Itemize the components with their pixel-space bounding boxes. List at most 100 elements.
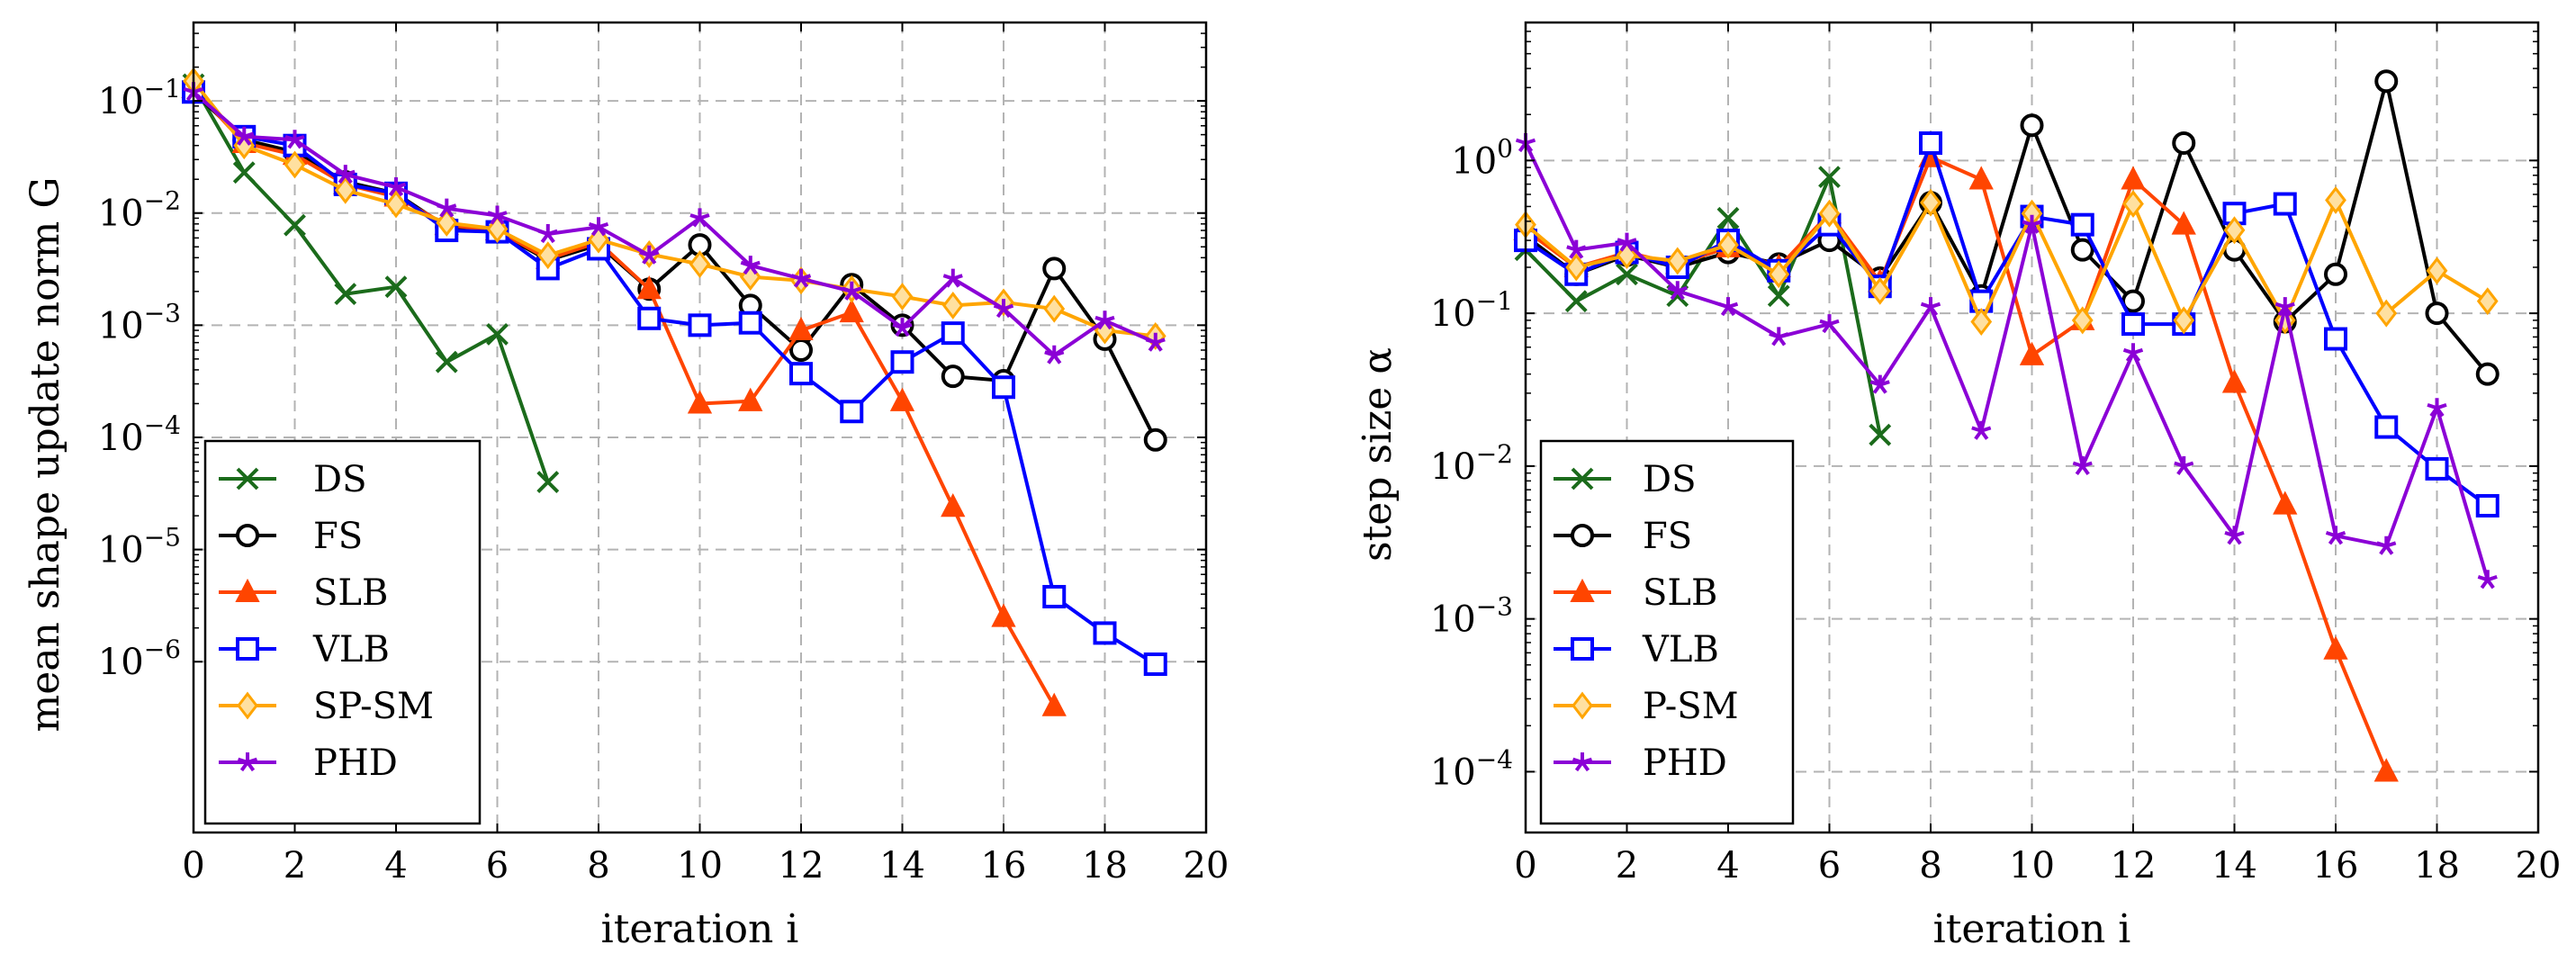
chart1-xtick-label: 6 [486, 845, 509, 886]
chart1-ytick-label: 10−6 [98, 634, 181, 683]
chart1-xtick-label: 8 [587, 845, 609, 886]
chart1-legend-marker-fs [236, 524, 259, 547]
chart2-point-p-sm [1565, 253, 1588, 282]
chart1-point-ds [232, 161, 256, 184]
chart2-point-phd [2174, 455, 2194, 475]
chart2-xtick-label: 18 [2414, 845, 2460, 886]
chart2-point-vlb [1919, 130, 1942, 155]
chart1-point-ds [384, 275, 408, 299]
chart2-legend-label-vlb: VLB [1642, 629, 1719, 670]
chart1-legend-marker-slb [235, 578, 260, 602]
chart1-point-slb [941, 493, 966, 518]
chart1-xtick-label: 10 [677, 845, 723, 886]
chart2-point-phd [1869, 374, 1890, 394]
chart2-point-p-sm [2325, 185, 2346, 214]
chart2-point-slb [2373, 758, 2399, 782]
chart2-point-phd [1717, 297, 1739, 317]
chart1-point-phd [790, 268, 812, 288]
chart1-xtick-label: 14 [879, 845, 925, 886]
chart2-point-phd [1971, 420, 1992, 440]
chart2-point-p-sm [1666, 247, 1689, 275]
chart1-xtick-label: 18 [1082, 845, 1128, 886]
chart1-point-vlb [992, 375, 1015, 400]
chart2-point-phd [2427, 398, 2447, 418]
chart2-point-p-sm [1768, 260, 1790, 289]
chart2-point-p-sm [2122, 190, 2144, 219]
chart1-point-fs [941, 364, 965, 389]
chart2-legend-label-phd: PHD [1643, 742, 1727, 784]
chart2-point-phd [1769, 327, 1789, 346]
chart2-point-phd [1819, 314, 1840, 334]
chart1-point-sp-sm [385, 190, 407, 219]
chart1-xtick-label: 4 [384, 845, 407, 886]
chart2-point-p-sm [2476, 287, 2499, 316]
chart1-xtick-label: 20 [1184, 845, 1229, 886]
chart2-point-ds [1716, 206, 1740, 230]
chart1-point-phd [385, 177, 407, 197]
chart2-point-vlb [2475, 493, 2499, 518]
chart2-point-vlb [2121, 312, 2145, 337]
chart1-point-vlb [1093, 621, 1117, 645]
chart1-point-phd [234, 126, 255, 146]
chart1-ytick-label: 10−4 [98, 410, 181, 459]
chart2-panel: 0 2 4 6 8 10 12 14 16 18 20 100 10−1 10−2 10−3 10−4 iter… [1355, 21, 2561, 952]
chart2-point-ds [1767, 284, 1790, 308]
chart2-point-phd [1566, 239, 1587, 259]
chart1-line-sp-sm [192, 79, 1157, 338]
chart1-point-vlb [1143, 652, 1167, 676]
chart2-point-fs [2475, 362, 2499, 386]
chart2-point-p-sm [2426, 256, 2448, 285]
chart1-legend-label-ds: DS [313, 459, 366, 500]
chart1-ticks [193, 22, 1207, 832]
chart2-point-phd [2072, 455, 2093, 475]
chart2-legend-marker-p-sm [1572, 691, 1593, 720]
chart1-point-slb [687, 390, 713, 414]
chart1-legend-label-phd: PHD [313, 742, 398, 784]
chart1-ytick-label: 10−2 [98, 186, 181, 235]
chart1-point-sp-sm [233, 131, 256, 160]
chart2-ytick-label: 10−1 [1430, 286, 1513, 335]
chart1-point-vlb [1042, 584, 1067, 608]
chart2-legend-marker-fs [1571, 524, 1594, 547]
chart2-ytick-label: 10−4 [1430, 744, 1513, 793]
chart2-legend-label-fs: FS [1643, 516, 1692, 557]
chart1-point-slb [738, 387, 763, 411]
chart1-point-ds [536, 471, 560, 493]
chart2-xtick-label: 12 [2111, 845, 2157, 886]
chart1-point-vlb [738, 310, 762, 335]
chart1-xtick-label: 12 [779, 845, 824, 886]
chart1-point-sp-sm [689, 250, 711, 279]
chart1-point-vlb [789, 362, 813, 386]
chart2-legend-label-ds: DS [1643, 459, 1696, 500]
chart2-point-slb [2273, 490, 2298, 515]
chart2-point-fs [2172, 130, 2196, 155]
chart2-point-phd [1920, 297, 1941, 317]
chart2-point-p-sm [1920, 188, 1941, 217]
chart2-legend-marker-phd [1572, 752, 1593, 772]
chart2-point-phd [1667, 281, 1688, 301]
chart1-legend: DS FS SLB VLB SP-SM PHD [203, 439, 482, 825]
chart1-legend-label-vlb: VLB [312, 629, 390, 670]
chart1-point-phd [1044, 345, 1065, 364]
chart1-point-phd [588, 217, 609, 237]
chart2-point-slb [2221, 369, 2247, 393]
chart2-point-p-sm [2223, 216, 2246, 245]
chart1-point-phd [1145, 332, 1166, 352]
chart2-point-phd [2224, 526, 2245, 545]
chart2-xlabel: iteration i [1933, 906, 2131, 952]
chart1-panel: 0 2 4 6 8 10 12 14 16 18 20 10−1 10−2 10−3 10−4 10−5 10−… [23, 21, 1229, 952]
chart1-point-phd [437, 198, 457, 218]
chart2-point-vlb [2324, 327, 2347, 351]
chart1-point-fs [1042, 256, 1067, 281]
chart2-point-vlb [2273, 192, 2297, 216]
chart1-xtick-label: 0 [182, 845, 204, 886]
chart1-point-vlb [941, 321, 965, 346]
chart2-series-fs [1514, 69, 2499, 386]
chart1-point-phd [740, 256, 761, 275]
chart2-point-phd [2022, 214, 2042, 234]
chart2-xtick-label: 0 [1514, 845, 1536, 886]
chart1-series-phd [183, 82, 1166, 364]
chart1-point-sp-sm [334, 176, 356, 204]
chart1-point-slb [839, 298, 864, 323]
chart1-point-vlb [688, 313, 712, 338]
